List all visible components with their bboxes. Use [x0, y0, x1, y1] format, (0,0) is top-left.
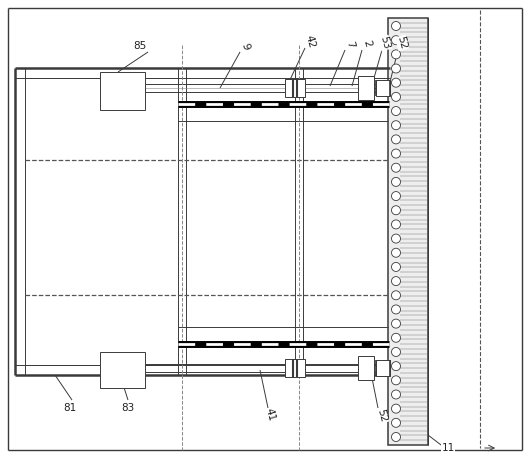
- Text: 11: 11: [441, 443, 455, 453]
- Circle shape: [392, 191, 401, 201]
- Circle shape: [392, 418, 401, 427]
- Circle shape: [392, 390, 401, 399]
- Bar: [100, 352, 145, 388]
- Circle shape: [392, 220, 401, 229]
- Text: 52: 52: [375, 409, 388, 424]
- Text: 9: 9: [240, 41, 251, 50]
- Text: 53: 53: [378, 35, 392, 50]
- Circle shape: [392, 263, 401, 271]
- Circle shape: [392, 347, 401, 357]
- Circle shape: [392, 333, 401, 342]
- Circle shape: [392, 376, 401, 385]
- Circle shape: [392, 248, 401, 257]
- Circle shape: [392, 291, 401, 300]
- Bar: [285, 359, 305, 377]
- Circle shape: [392, 121, 401, 130]
- Circle shape: [392, 319, 401, 328]
- Text: 52: 52: [395, 35, 409, 50]
- Text: 42: 42: [304, 34, 316, 50]
- Circle shape: [392, 277, 401, 285]
- Bar: [358, 356, 374, 380]
- Circle shape: [392, 163, 401, 172]
- Circle shape: [392, 78, 401, 87]
- Bar: [376, 360, 390, 376]
- Circle shape: [392, 362, 401, 370]
- Text: 81: 81: [64, 403, 77, 413]
- Circle shape: [392, 206, 401, 215]
- Bar: [285, 79, 305, 97]
- Circle shape: [392, 50, 401, 59]
- Text: 41: 41: [263, 407, 277, 423]
- Bar: [388, 18, 428, 445]
- Circle shape: [392, 177, 401, 186]
- Bar: [376, 80, 390, 96]
- Circle shape: [392, 22, 401, 30]
- Text: 2: 2: [361, 39, 373, 47]
- Text: 83: 83: [121, 403, 135, 413]
- Text: 85: 85: [134, 41, 147, 51]
- Circle shape: [392, 64, 401, 73]
- Circle shape: [392, 106, 401, 116]
- Circle shape: [392, 135, 401, 144]
- Text: 7: 7: [344, 39, 356, 49]
- Circle shape: [392, 92, 401, 101]
- Circle shape: [392, 404, 401, 413]
- Bar: [100, 72, 145, 110]
- Circle shape: [392, 36, 401, 45]
- Bar: [358, 76, 374, 100]
- Circle shape: [392, 234, 401, 243]
- Circle shape: [392, 305, 401, 314]
- Circle shape: [392, 149, 401, 158]
- Circle shape: [392, 432, 401, 442]
